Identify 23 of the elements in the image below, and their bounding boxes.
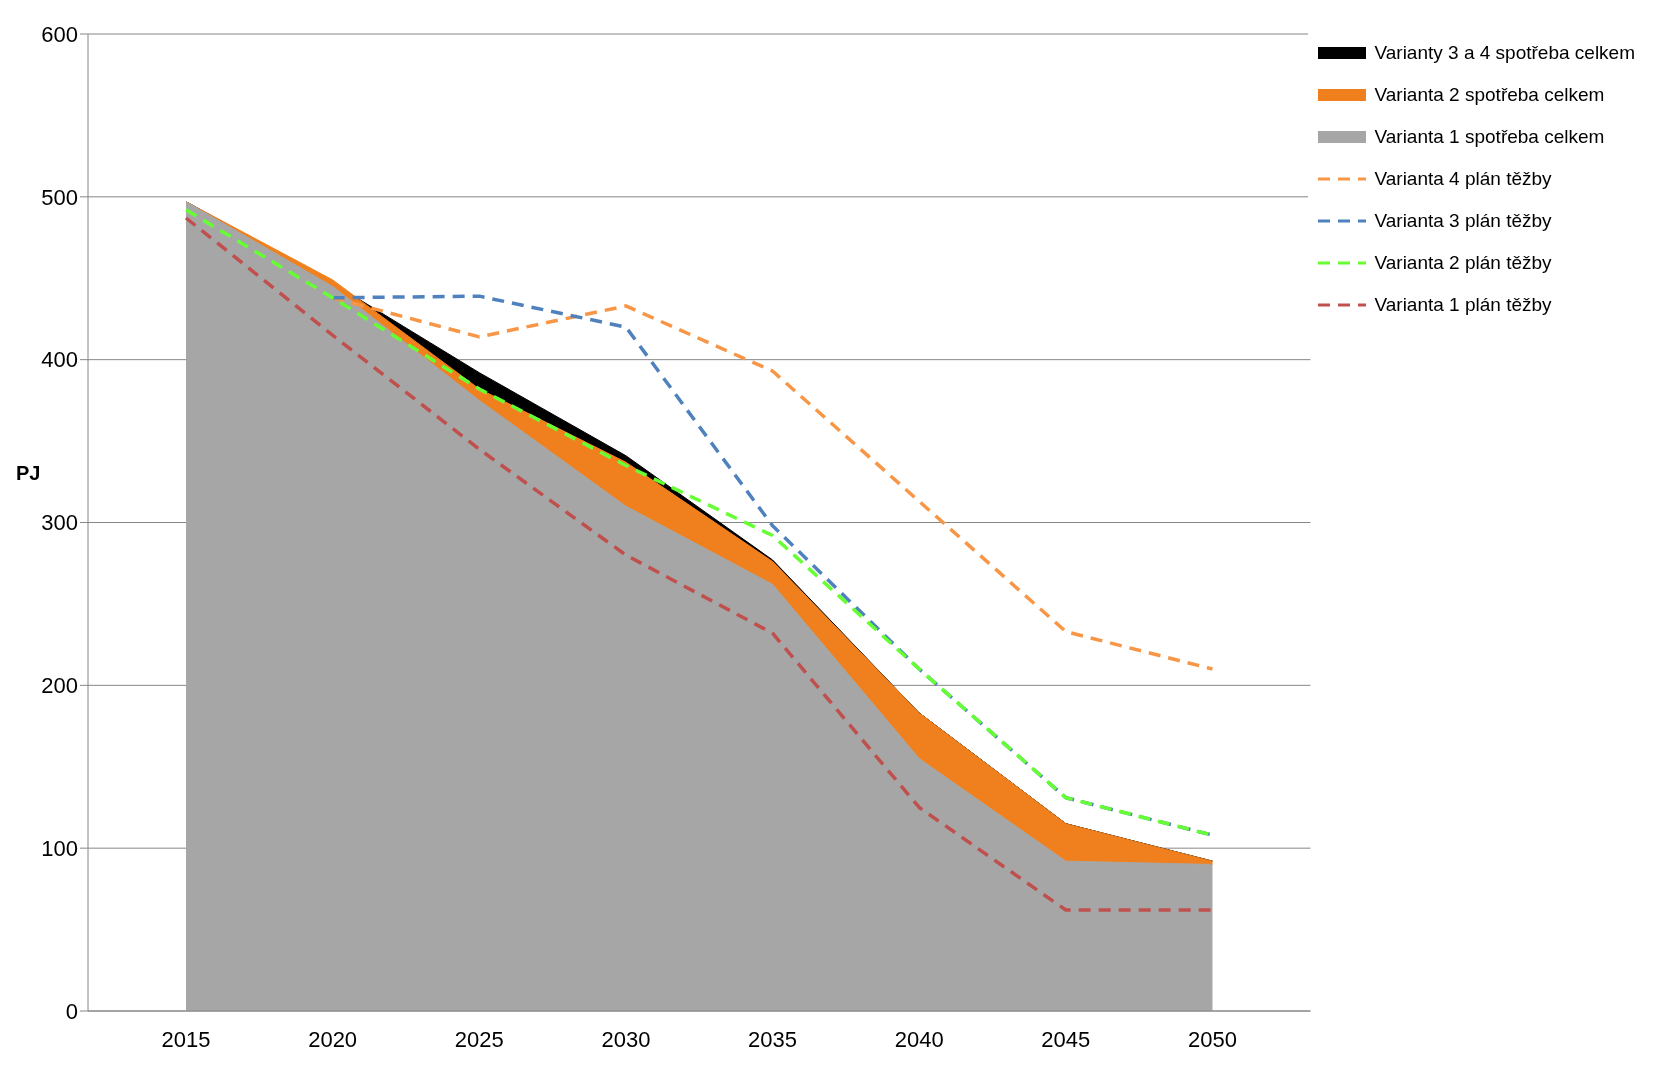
y-tick-label: 400 [41, 347, 78, 373]
y-axis-title: PJ [16, 461, 41, 484]
legend-label: Varianta 3 plán těžby [1374, 210, 1552, 232]
x-tick-label: 2015 [161, 1026, 211, 1052]
x-tick-label: 2050 [1188, 1026, 1237, 1052]
x-tick-label: 2030 [601, 1026, 651, 1052]
legend-label: Varianta 1 plán těžby [1374, 294, 1552, 316]
y-tick-label: 100 [41, 835, 78, 861]
y-tick-label: 600 [41, 21, 78, 47]
y-tick-label: 300 [41, 510, 78, 536]
x-tick-label: 2025 [454, 1026, 504, 1052]
x-tick-label: 2045 [1041, 1026, 1091, 1052]
legend-label: Varianta 2 spotřeba celkem [1374, 84, 1605, 106]
x-tick-label: 2040 [894, 1026, 944, 1052]
x-tick-label: 2020 [308, 1026, 358, 1052]
y-tick-label: 0 [65, 998, 78, 1024]
legend-label: Varianta 2 plán těžby [1374, 252, 1552, 274]
legend-label: Varianty 3 a 4 spotřeba celkem [1374, 42, 1635, 64]
y-tick-label: 200 [41, 673, 78, 699]
legend-label: Varianta 1 spotřeba celkem [1374, 126, 1605, 148]
y-tick-label: 500 [41, 184, 78, 210]
x-tick-label: 2035 [748, 1026, 798, 1052]
legend-label: Varianta 4 plán těžby [1374, 168, 1552, 190]
